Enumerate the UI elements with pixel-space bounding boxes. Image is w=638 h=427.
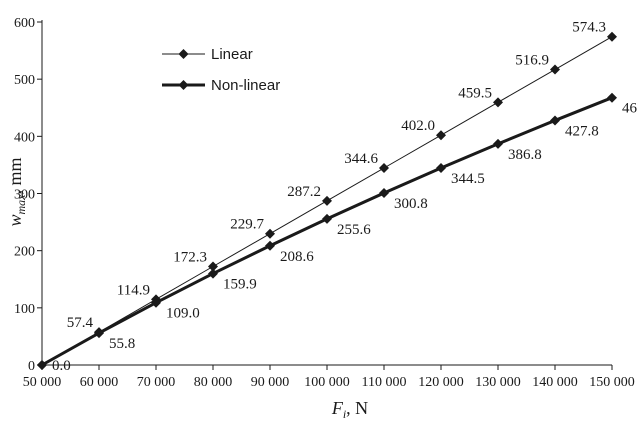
data-point-non-linear (208, 268, 218, 279)
y-tick-label: 600 (14, 16, 35, 31)
legend-marker-non-linear (178, 80, 189, 90)
data-point-non-linear (151, 297, 161, 308)
x-tick-label: 100 000 (304, 375, 350, 390)
y-axis-label: wmax, mm (5, 157, 28, 226)
data-point-non-linear (607, 92, 617, 103)
data-label-non-linear: 0.0 (52, 358, 71, 374)
data-point-non-linear (493, 138, 503, 149)
data-point-linear (265, 228, 275, 239)
data-label-non-linear: 344.5 (451, 171, 485, 187)
data-label-non-linear: 255.6 (337, 222, 371, 238)
x-tick-label: 60 000 (80, 375, 119, 390)
data-point-linear (493, 97, 503, 108)
data-point-non-linear (550, 115, 560, 126)
data-label-non-linear: 109.0 (166, 306, 200, 322)
x-axis-ticks: 50 000 60 000 70 000 80 000 90 000 100 000 110… (23, 365, 635, 390)
x-tick-label: 50 000 (23, 375, 62, 390)
data-label-non-linear: 159.9 (223, 277, 257, 293)
series-line-non-linear (41, 96, 613, 367)
data-point-linear (379, 163, 389, 174)
data-point-linear (607, 31, 617, 42)
data-label-linear: 574.3 (572, 20, 606, 36)
legend: Linear Non-linear (162, 46, 280, 94)
y-tick-label: 0 (28, 359, 35, 374)
data-label-non-linear: 300.8 (394, 196, 428, 212)
data-label-linear: 229.7 (230, 217, 264, 233)
y-tick-label: 100 (14, 302, 35, 317)
legend-marker-linear (178, 49, 189, 59)
x-tick-label: 140 000 (532, 375, 578, 390)
data-label-linear: 459.5 (458, 85, 492, 101)
legend-label-non-linear: Non-linear (211, 77, 280, 94)
data-label-linear: 516.9 (515, 53, 549, 69)
x-tick-label: 110 000 (362, 375, 407, 390)
legend-label-linear: Linear (211, 46, 253, 63)
y-tick-label: 500 (14, 73, 35, 88)
data-point-linear (322, 195, 332, 206)
y-tick-label: 300 (14, 188, 35, 203)
data-point-linear (208, 261, 218, 272)
data-label-non-linear: 55.8 (109, 336, 135, 352)
data-label-linear: 344.6 (344, 151, 378, 167)
data-label-linear: 287.2 (287, 184, 321, 200)
data-point-non-linear (265, 240, 275, 251)
data-point-non-linear (322, 213, 332, 224)
x-tick-label: 120 000 (418, 375, 464, 390)
data-label-non-linear: 467.6 (622, 101, 638, 117)
x-tick-label: 130 000 (475, 375, 521, 390)
legend-entry-non-linear: Non-linear (162, 77, 280, 94)
x-tick-label: 80 000 (194, 375, 233, 390)
x-axis-label: Fi, N (331, 398, 368, 421)
data-label-linear: 114.9 (117, 282, 150, 298)
x-tick-label: 70 000 (137, 375, 176, 390)
data-label-linear: 57.4 (67, 315, 94, 331)
data-point-linear (550, 64, 560, 75)
x-tick-label: 90 000 (251, 375, 290, 390)
x-tick-label: 150 000 (589, 375, 635, 390)
y-tick-label: 400 (14, 130, 35, 145)
data-point-linear (436, 130, 446, 141)
legend-entry-linear: Linear (162, 46, 253, 63)
data-point-non-linear (379, 188, 389, 199)
data-label-non-linear: 208.6 (280, 249, 314, 265)
data-label-non-linear: 386.8 (508, 147, 542, 163)
y-axis-ticks: 0 100 200 300 400 500 600 (14, 16, 42, 374)
data-label-non-linear: 427.8 (565, 123, 599, 139)
y-tick-label: 200 (14, 245, 35, 260)
data-point-non-linear (94, 328, 104, 339)
data-label-linear: 172.3 (173, 250, 207, 266)
data-point-non-linear (436, 163, 446, 174)
data-point-non-linear (37, 360, 47, 370)
data-label-layer: 57.4 114.9 172.3 229.7 287.2 344.6 402.0 459.5 5… (52, 20, 638, 374)
series-layer (37, 31, 617, 370)
data-label-linear: 402.0 (401, 118, 435, 134)
